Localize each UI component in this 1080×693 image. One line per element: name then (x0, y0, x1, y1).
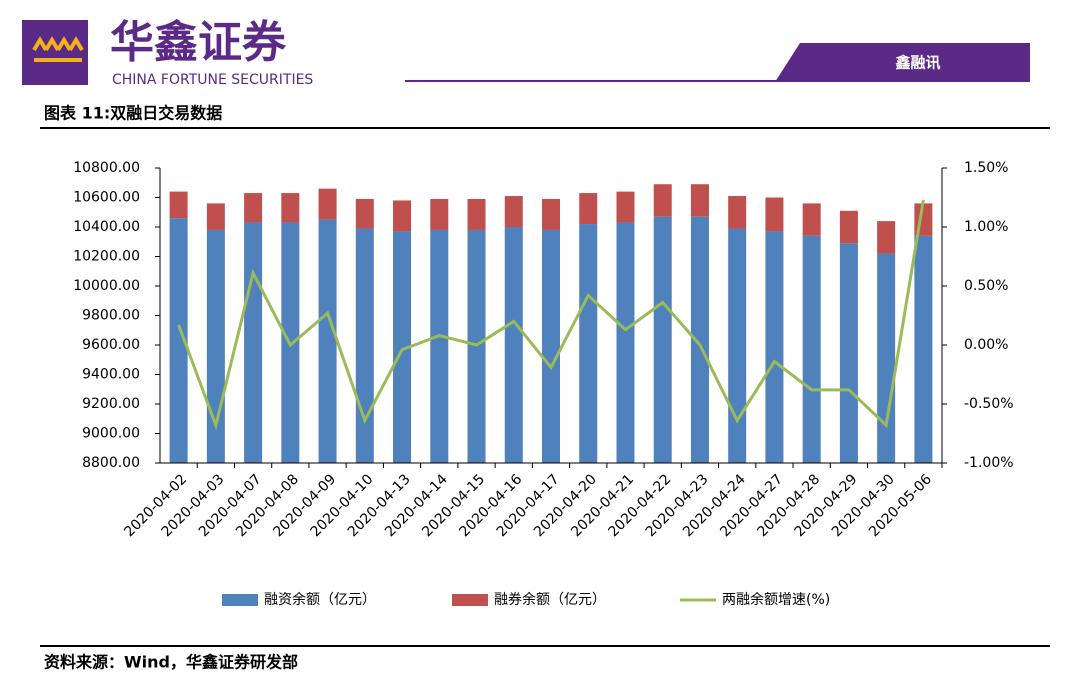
line-series (177, 199, 925, 431)
legend-label: 融券余额（亿元） (494, 591, 606, 608)
bar-segment (542, 229, 560, 463)
bar-segment (169, 218, 188, 463)
legend-label: 融资余额（亿元） (264, 591, 376, 608)
bar-segment (839, 210, 858, 244)
tag: 鑫融讯 (894, 54, 940, 72)
bar-segment (430, 198, 449, 230)
bar-segment (244, 222, 263, 463)
bar-segment (542, 198, 560, 230)
bar-segment (504, 227, 523, 463)
y2-tick-label: 0.00% (964, 337, 1008, 353)
bar-segment (467, 198, 486, 230)
bar-segment (206, 203, 225, 230)
brand-en: CHINA FORTUNE SECURITIES (112, 72, 313, 88)
bar-segment (690, 184, 709, 217)
bar-segment (281, 193, 300, 223)
bar-segment (877, 253, 896, 463)
bar-segment (728, 196, 747, 229)
bar-segment (579, 224, 598, 463)
y2-tick-label: 1.00% (964, 219, 1008, 235)
logo-icon (32, 36, 84, 62)
bar-segment (914, 235, 933, 463)
bar-segment (839, 243, 858, 463)
bar-segment (765, 231, 784, 463)
y2-tick-label: 1.50% (964, 160, 1008, 176)
bar-segment (690, 216, 709, 463)
bar-segment (653, 184, 672, 217)
brand: 华鑫证券 (110, 17, 287, 68)
bar-segment (616, 222, 635, 463)
y-tick-label: 10600.00 (73, 190, 140, 206)
bar-segment (393, 231, 412, 463)
y-tick-label: 9200.00 (82, 396, 140, 412)
bar-segment (802, 203, 821, 236)
bar-segment (318, 219, 337, 463)
y-tick-label: 9800.00 (82, 308, 140, 324)
bar-segment (355, 228, 374, 463)
figure-title: 图表 11:双融日交易数据 (44, 104, 222, 123)
bar-segment (728, 228, 747, 463)
bar-segment (616, 191, 635, 223)
bar-segment (765, 197, 784, 232)
y-tick-label: 10000.00 (73, 278, 140, 294)
y-tick-label: 9600.00 (82, 337, 140, 353)
legend-label: 两融余额增速(%) (722, 591, 830, 608)
y-tick-label: 10800.00 (73, 160, 140, 176)
bar-segment (244, 193, 263, 223)
bar-segment (318, 188, 337, 220)
bar-segment (504, 196, 523, 227)
y-tick-label: 8800.00 (82, 455, 140, 471)
y-tick-label: 9000.00 (82, 426, 140, 442)
bar-segment (579, 193, 598, 225)
y-tick-label: 10200.00 (73, 249, 140, 265)
y-tick-label: 9400.00 (82, 367, 140, 383)
bar-segment (430, 229, 449, 463)
bar-segment (355, 198, 374, 229)
y2-tick-label: 0.50% (964, 278, 1008, 294)
y-tick-label: 10400.00 (73, 219, 140, 235)
logo (22, 20, 88, 85)
chart: 8800.00 9000.00 9200.00 9400.00 9600.00 9800.… (73, 160, 1013, 608)
bar-segment (802, 235, 821, 463)
y2-tick-label: -0.50% (964, 396, 1014, 412)
tag-band (775, 43, 1030, 82)
bar-segment (169, 191, 188, 219)
y2-tick-label: -1.00% (964, 455, 1014, 471)
bar-segment (653, 216, 672, 463)
legend-swatch (452, 594, 488, 606)
bar-segment (877, 221, 896, 254)
source: 资料来源：Wind，华鑫证券研发部 (44, 653, 298, 672)
legend-swatch (222, 594, 258, 606)
bar-segment (393, 200, 412, 232)
